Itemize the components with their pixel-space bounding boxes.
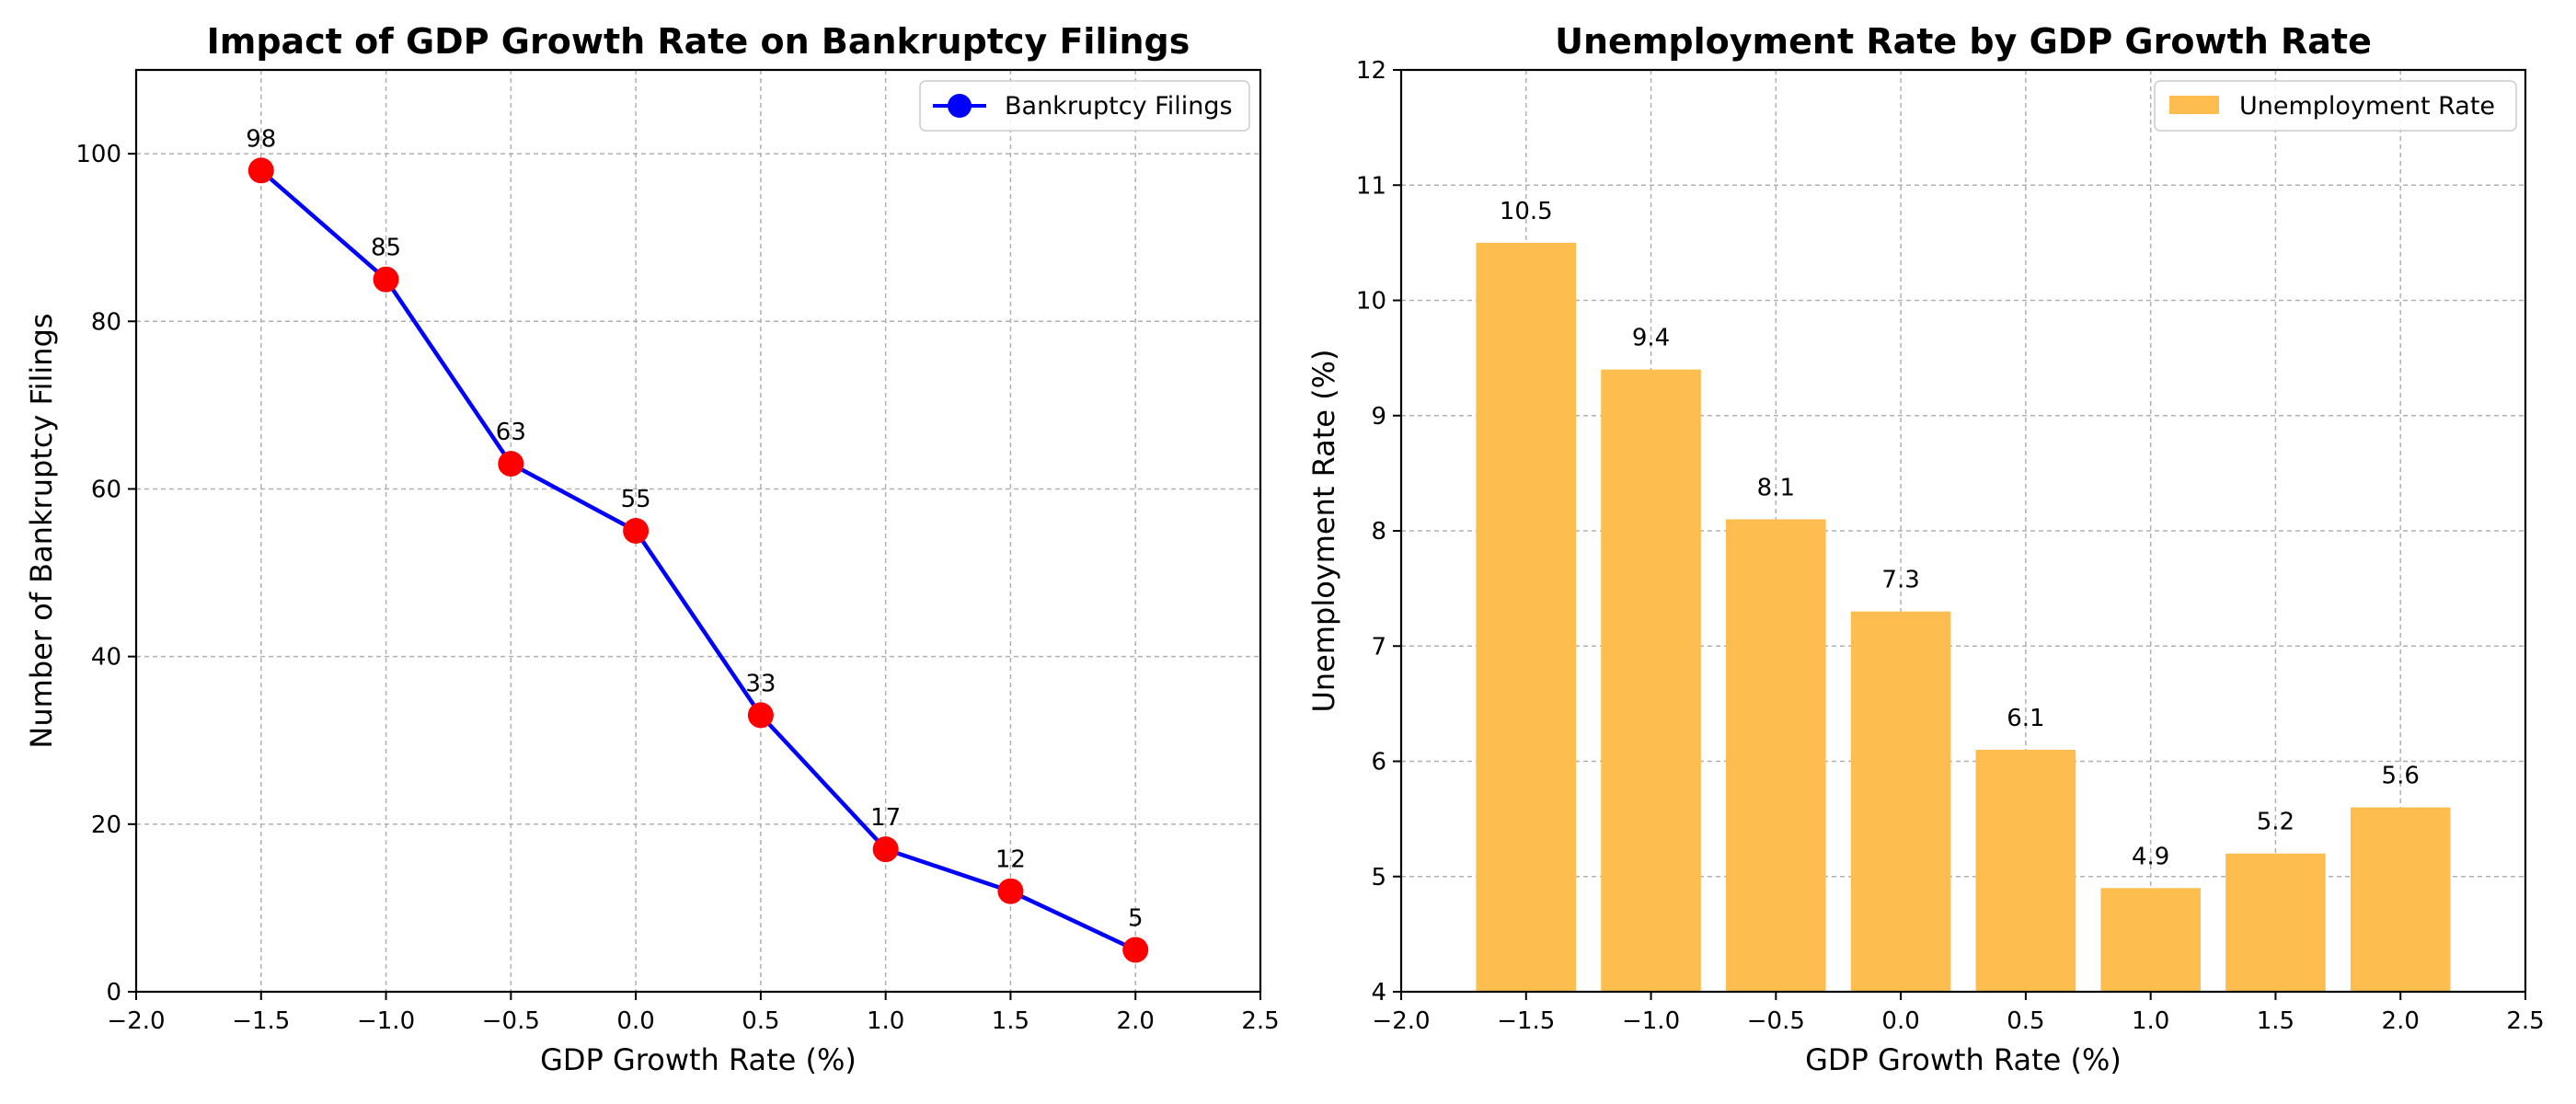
chart2-y-tick-label: 11: [1356, 172, 1386, 200]
bankruptcy-data-point: [997, 878, 1024, 904]
chart1-x-tick-label: −2.0: [107, 1007, 165, 1035]
unemployment-bar: [1601, 369, 1701, 992]
chart1-legend-label: Bankruptcy Filings: [1005, 92, 1233, 121]
chart2-x-tick-label: 2.5: [2506, 1007, 2544, 1035]
chart2-y-axis-label: Unemployment Rate (%): [1306, 349, 1341, 712]
chart2-y-tick-label: 9: [1371, 403, 1386, 431]
chart1-x-tick-label: 2.5: [1241, 1007, 1279, 1035]
chart2-x-tick-label: 0.0: [1881, 1007, 1919, 1035]
chart1-x-tick-label: 0.0: [616, 1007, 654, 1035]
bankruptcy-line-chart: Impact of GDP Growth Rate on Bankruptcy …: [24, 21, 1280, 1077]
bankruptcy-data-label: 98: [246, 125, 276, 153]
chart2-y-tick-label: 10: [1356, 288, 1386, 316]
chart2-y-tick-label: 4: [1371, 979, 1386, 1006]
chart1-y-tick-label: 40: [91, 644, 121, 672]
chart2-x-tick-label: −1.0: [1622, 1007, 1680, 1035]
chart2-x-tick-label: 1.5: [2257, 1007, 2294, 1035]
chart1-legend-marker: [948, 94, 972, 118]
bankruptcy-series-line: [259, 168, 1137, 952]
bankruptcy-data-point: [623, 518, 650, 544]
bankruptcy-data-label: 63: [496, 419, 526, 446]
bankruptcy-data-label: 12: [995, 846, 1026, 874]
chart2-y-tick-label: 7: [1371, 633, 1386, 661]
chart2-x-tick-label: −2.0: [1372, 1007, 1430, 1035]
unemployment-data-label: 10.5: [1500, 198, 1553, 225]
chart1-ticks: −2.0 −1.5 −1.0 −0.5 0.0 0.5 1.0 1.5 2.0 2.5 0 20 40 6…: [75, 141, 1279, 1035]
chart2-ticks: −2.0 −1.5 −1.0 −0.5 0.0 0.5 1.0 1.5 2.0 2.5 4 5 6 7 8 9…: [1356, 57, 2545, 1035]
bankruptcy-data-point: [872, 836, 899, 863]
bankruptcy-data-label: 5: [1128, 904, 1144, 932]
chart1-legend-box: [919, 80, 1250, 132]
bankruptcy-data-point: [373, 266, 399, 293]
chart2-x-tick-label: −0.5: [1747, 1007, 1805, 1035]
chart2-legend-box: [2154, 80, 2517, 132]
unemployment-data-label: 5.6: [2382, 763, 2420, 790]
chart2-y-tick-label: 12: [1356, 57, 1386, 85]
chart2-x-tick-label: 0.5: [2007, 1007, 2044, 1035]
chart1-x-tick-label: −0.5: [482, 1007, 540, 1035]
chart2-grid: [1400, 69, 2526, 993]
chart1-x-tick-label: 0.5: [742, 1007, 779, 1035]
chart1-x-tick-label: −1.5: [232, 1007, 290, 1035]
unemployment-data-label: 6.1: [2007, 705, 2044, 732]
chart2-x-tick-label: 1.0: [2132, 1007, 2169, 1035]
bankruptcy-data-label: 17: [870, 804, 901, 832]
chart1-y-tick-label: 20: [91, 811, 121, 839]
unemployment-data-label: 8.1: [1757, 474, 1795, 501]
chart1-x-tick-label: −1.0: [357, 1007, 415, 1035]
chart2-plot-area: 10.5 9.4 8.1 7.3 6.1 4.9 5.2 5.6: [1476, 198, 2451, 992]
chart1-y-tick-label: 60: [91, 476, 121, 503]
bankruptcy-data-point: [498, 451, 524, 477]
chart1-y-axis-label: Number of Bankruptcy Filings: [24, 313, 59, 748]
bankruptcy-data-label: 85: [371, 235, 401, 262]
chart1-x-tick-label: 1.0: [867, 1007, 904, 1035]
chart1-x-tick-label: 2.0: [1117, 1007, 1155, 1035]
chart2-legend: Unemployment Rate: [2154, 80, 2517, 132]
unemployment-bar-chart: Unemployment Rate by GDP Growth Rate 10.…: [1306, 21, 2545, 1077]
unemployment-bar: [2225, 853, 2326, 992]
unemployment-bar: [2100, 888, 2201, 992]
chart2-x-tick-label: 2.0: [2382, 1007, 2420, 1035]
chart1-axes-frame: [134, 68, 1262, 994]
chart1-y-tick-label: 0: [106, 979, 121, 1006]
bankruptcy-data-label: 33: [745, 670, 776, 697]
bankruptcy-data-point: [1122, 937, 1149, 963]
unemployment-bar: [1975, 749, 2076, 992]
unemployment-bar: [1850, 611, 1951, 992]
chart2-title: Unemployment Rate by GDP Growth Rate: [1555, 21, 2372, 62]
unemployment-data-label: 7.3: [1881, 567, 1919, 594]
chart2-y-tick-label: 6: [1371, 749, 1386, 776]
unemployment-data-label: 9.4: [1632, 325, 1670, 352]
bankruptcy-data-point: [747, 702, 774, 729]
chart1-y-tick-label: 80: [91, 308, 121, 336]
chart2-legend-swatch: [2169, 96, 2219, 114]
chart1-y-tick-label: 100: [75, 141, 121, 168]
chart2-x-tick-label: −1.5: [1497, 1007, 1555, 1035]
chart1-x-tick-label: 1.5: [992, 1007, 1029, 1035]
chart1-legend: Bankruptcy Filings: [919, 80, 1250, 132]
chart1-plot-area: 98 85 63 55 33 17 12 5: [246, 125, 1149, 963]
chart2-y-tick-label: 8: [1371, 518, 1386, 546]
unemployment-bar: [2350, 807, 2451, 992]
chart2-legend-label: Unemployment Rate: [2239, 92, 2495, 121]
bankruptcy-data-point: [247, 157, 274, 184]
unemployment-bar: [1726, 519, 1826, 992]
chart2-x-axis-label: GDP Growth Rate (%): [1805, 1042, 2122, 1077]
unemployment-bar: [1476, 242, 1577, 992]
unemployment-data-label: 4.9: [2132, 843, 2169, 870]
chart1-title: Impact of GDP Growth Rate on Bankruptcy …: [207, 21, 1190, 62]
chart1-x-axis-label: GDP Growth Rate (%): [540, 1042, 857, 1077]
bankruptcy-data-label: 55: [621, 486, 651, 513]
unemployment-data-label: 5.2: [2257, 809, 2294, 836]
chart2-y-tick-label: 5: [1371, 864, 1386, 891]
